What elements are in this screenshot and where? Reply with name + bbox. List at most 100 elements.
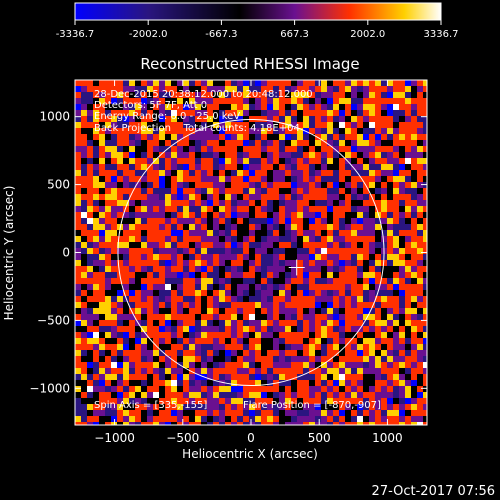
heatmap-cell: [333, 254, 339, 260]
heatmap-cell: [231, 110, 237, 116]
heatmap-cell: [123, 170, 129, 176]
heatmap-cell: [315, 206, 321, 212]
heatmap-cell: [111, 200, 117, 206]
heatmap-cell: [375, 356, 381, 362]
heatmap-cell: [309, 122, 315, 128]
heatmap-cell: [279, 80, 285, 86]
heatmap-cell: [171, 134, 177, 140]
heatmap-cell: [387, 320, 393, 326]
heatmap-cell: [225, 158, 231, 164]
heatmap-cell: [225, 386, 231, 392]
heatmap-cell: [159, 338, 165, 344]
y-axis-label: Heliocentric Y (arcsec): [2, 186, 16, 321]
heatmap-cell: [141, 386, 147, 392]
heatmap-cell: [213, 290, 219, 296]
heatmap-cell: [405, 344, 411, 350]
heatmap-cell: [387, 296, 393, 302]
heatmap-cell: [255, 302, 261, 308]
heatmap-cell: [345, 254, 351, 260]
heatmap-cell: [417, 212, 423, 218]
heatmap-cell: [321, 194, 327, 200]
heatmap-cell: [219, 122, 225, 128]
heatmap-cell: [141, 380, 147, 386]
heatmap-cell: [393, 170, 399, 176]
heatmap-cell: [303, 284, 309, 290]
heatmap-cell: [345, 272, 351, 278]
heatmap-cell: [363, 392, 369, 398]
heatmap-cell: [189, 140, 195, 146]
heatmap-cell: [423, 386, 427, 392]
heatmap-cell: [135, 290, 141, 296]
heatmap-cell: [351, 368, 357, 374]
heatmap-cell: [123, 398, 129, 404]
heatmap-cell: [405, 146, 411, 152]
heatmap-cell: [171, 362, 177, 368]
heatmap-cell: [339, 260, 345, 266]
heatmap-cell: [87, 152, 93, 158]
heatmap-cell: [129, 260, 135, 266]
heatmap-cell: [243, 236, 249, 242]
heatmap-cell: [159, 308, 165, 314]
heatmap-cell: [153, 152, 159, 158]
heatmap-cell: [339, 182, 345, 188]
heatmap-cell: [219, 248, 225, 254]
heatmap-cell: [99, 308, 105, 314]
heatmap-cell: [213, 260, 219, 266]
heatmap-cell: [225, 128, 231, 134]
heatmap-cell: [249, 80, 255, 86]
heatmap-cell: [321, 182, 327, 188]
heatmap-cell: [309, 230, 315, 236]
heatmap-cell: [87, 332, 93, 338]
heatmap-cell: [183, 98, 189, 104]
heatmap-cell: [417, 272, 423, 278]
heatmap-cell: [405, 170, 411, 176]
heatmap-cell: [165, 320, 171, 326]
heatmap-cell: [195, 122, 201, 128]
heatmap-cell: [99, 356, 105, 362]
heatmap-cell: [105, 344, 111, 350]
heatmap-cell: [339, 116, 345, 122]
heatmap-cell: [381, 212, 387, 218]
heatmap-cell: [243, 368, 249, 374]
heatmap-cell: [333, 266, 339, 272]
heatmap-cell: [333, 242, 339, 248]
heatmap-cell: [231, 206, 237, 212]
heatmap-cell: [423, 134, 427, 140]
heatmap-cell: [267, 98, 273, 104]
heatmap-cell: [165, 242, 171, 248]
heatmap-cell: [369, 326, 375, 332]
heatmap-cell: [219, 116, 225, 122]
heatmap-cell: [303, 242, 309, 248]
heatmap-cell: [141, 218, 147, 224]
heatmap-cell: [123, 242, 129, 248]
heatmap-cell: [243, 416, 249, 422]
heatmap-cell: [333, 200, 339, 206]
heatmap-cell: [363, 290, 369, 296]
heatmap-cell: [357, 296, 363, 302]
heatmap-cell: [411, 380, 417, 386]
heatmap-cell: [273, 320, 279, 326]
heatmap-cell: [297, 386, 303, 392]
heatmap-cell: [141, 110, 147, 116]
heatmap-cell: [147, 254, 153, 260]
heatmap-cell: [279, 248, 285, 254]
heatmap-cell: [171, 392, 177, 398]
heatmap-cell: [357, 224, 363, 230]
heatmap-cell: [153, 110, 159, 116]
heatmap-cell: [123, 404, 129, 410]
heatmap-cell: [417, 386, 423, 392]
heatmap-cell: [75, 332, 81, 338]
y-tick-label: 1000: [39, 110, 70, 124]
heatmap-cell: [225, 98, 231, 104]
heatmap-cell: [297, 368, 303, 374]
heatmap-cell: [75, 374, 81, 380]
heatmap-cell: [285, 272, 291, 278]
heatmap-cell: [369, 128, 375, 134]
heatmap-cell: [297, 398, 303, 404]
heatmap-cell: [117, 158, 123, 164]
heatmap-cell: [273, 182, 279, 188]
heatmap-cell: [117, 320, 123, 326]
heatmap-cell: [267, 284, 273, 290]
heatmap-cell: [81, 392, 87, 398]
heatmap-cell: [363, 284, 369, 290]
